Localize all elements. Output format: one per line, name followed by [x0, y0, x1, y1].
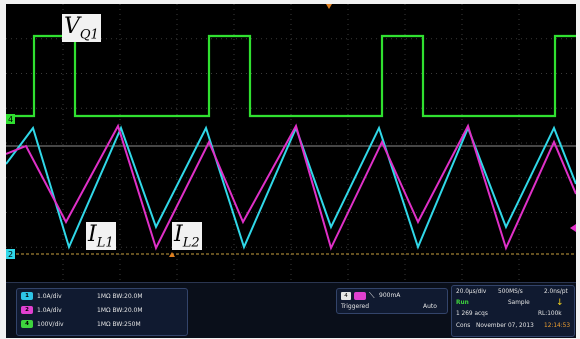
vq1-label: VQ1 [62, 14, 101, 43]
trigger-panel[interactable]: 4 ⟍ 900mA Triggered Auto [336, 288, 448, 314]
ch1-impedance-value: 1MΩ [97, 292, 113, 300]
timebase: 20.0μs/div [456, 289, 487, 295]
status-bar: 1 1.0A/div 1MΩ BW:20.0M 2 1.0A/div 1MΩ BW:20… [6, 282, 576, 338]
ch2-impedance: 1MΩ BW:20.0M [97, 307, 167, 314]
ch2-marker-label: 2 [8, 250, 13, 259]
acquisition-panel[interactable]: 20.0μs/div 500MS/s 2.0ns/pt Run Sample ↓… [451, 285, 575, 337]
il1-label: IL1 [86, 222, 116, 251]
record-length: RL:100k [538, 311, 562, 317]
ch2-scale: 1.0A/div [37, 306, 62, 314]
vq1-label-main: V [64, 14, 80, 39]
channel-2-row[interactable]: 2 1.0A/div 1MΩ BW:20.0M [21, 306, 167, 318]
ch4-marker[interactable] [6, 114, 15, 124]
run-state: Run [456, 300, 469, 306]
ch4-impedance: 1MΩ BW:250M [97, 321, 167, 328]
waveform-canvas: 4 2 [5, 4, 577, 282]
trigger-status: Triggered [341, 303, 370, 310]
trigger-slope-icon: ⟍ [369, 291, 375, 300]
ch2-marker[interactable] [6, 249, 15, 259]
resolution: 2.0ns/pt [544, 289, 568, 295]
waveform-display: 4 2 VQ1 IL1 IL2 [5, 4, 577, 282]
il2-label: IL2 [172, 222, 202, 251]
ch4-impedance-value: 1MΩ [97, 320, 113, 328]
trigger-source-badge: 4 [341, 292, 351, 300]
il2-label-main: I [174, 222, 183, 247]
ch4-marker-label: 4 [8, 115, 13, 124]
ch2-impedance-value: 1MΩ [97, 306, 113, 314]
il2-trace [5, 123, 577, 251]
channel-1-row[interactable]: 1 1.0A/div 1MΩ BW:20.0M [21, 292, 167, 304]
time: 12:14:53 [544, 323, 571, 329]
trigger-arrow-icon: ↓ [556, 298, 564, 308]
ch4-bandwidth: BW:250M [112, 320, 141, 328]
ch1-impedance: 1MΩ BW:20.0M [97, 293, 167, 300]
ch2-badge: 2 [21, 306, 33, 314]
trigger-mode: Auto [423, 303, 437, 310]
trigger-position-marker[interactable] [326, 4, 332, 9]
acquisition-mode: Sample [508, 300, 530, 306]
trigger-time-marker[interactable] [169, 252, 175, 257]
ch4-scale: 100V/div [37, 320, 64, 328]
il2-label-sub: L2 [182, 235, 200, 251]
il1-label-main: I [88, 222, 97, 247]
vq1-trace [6, 34, 576, 118]
channel-settings-panel[interactable]: 1 1.0A/div 1MΩ BW:20.0M 2 1.0A/div 1MΩ BW:20… [16, 288, 188, 336]
channel-4-row[interactable]: 4 100V/div 1MΩ BW:250M [21, 320, 167, 332]
trigger-channel-color [354, 292, 366, 300]
ch1-badge: 1 [21, 292, 33, 300]
vq1-label-sub: Q1 [79, 27, 99, 43]
date: November 07, 2013 [476, 323, 534, 329]
cons-label: Cons [456, 323, 471, 329]
ch1-bandwidth: BW:20.0M [112, 292, 143, 300]
acquisition-count: 1 269 acqs [456, 311, 488, 317]
ch1-scale: 1.0A/div [37, 292, 62, 300]
sample-rate: 500MS/s [498, 289, 523, 295]
ch4-badge: 4 [21, 320, 33, 328]
trigger-level: 900mA [379, 292, 401, 299]
ch2-bandwidth: BW:20.0M [112, 306, 143, 314]
il1-label-sub: L1 [96, 235, 114, 251]
ch2-level-arrow[interactable] [570, 224, 576, 232]
